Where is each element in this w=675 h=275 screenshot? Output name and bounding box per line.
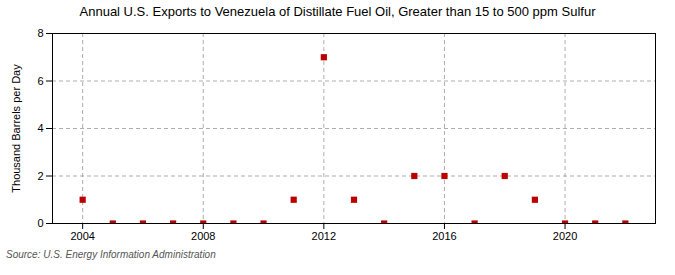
svg-text:2008: 2008	[191, 230, 215, 242]
svg-text:2004: 2004	[70, 230, 94, 242]
svg-text:2020: 2020	[553, 230, 577, 242]
svg-text:0: 0	[37, 217, 43, 229]
svg-text:6: 6	[37, 75, 43, 87]
svg-text:2016: 2016	[432, 230, 456, 242]
svg-text:4: 4	[37, 122, 43, 134]
svg-text:2: 2	[37, 170, 43, 182]
svg-text:Thousand Barrels per Day: Thousand Barrels per Day	[10, 64, 22, 193]
html-text:Annual U.S. Exports to Venezue: Annual U.S. Exports to Venezuela of Dist…	[79, 4, 596, 19]
svg-text:2012: 2012	[312, 230, 336, 242]
html-text:Source: U.S. Energy Informatio: Source: U.S. Energy Information Administ…	[6, 249, 216, 260]
svg-text:8: 8	[37, 27, 43, 39]
